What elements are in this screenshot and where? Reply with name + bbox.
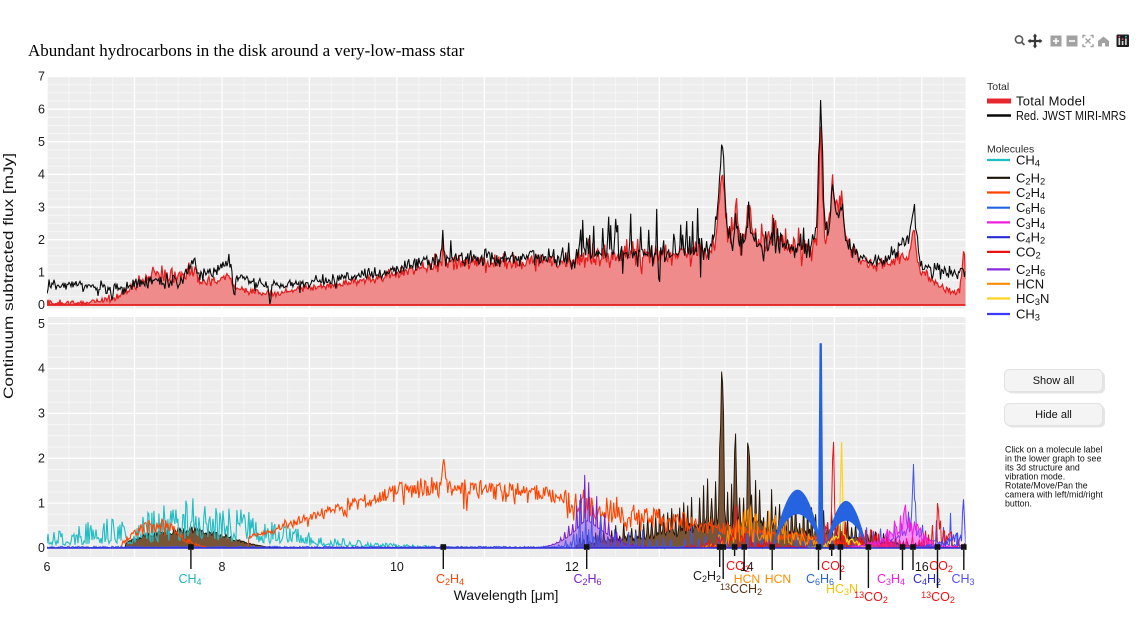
svg-text:14: 14 bbox=[740, 560, 754, 574]
svg-text:CO2: CO2 bbox=[1016, 244, 1041, 260]
svg-text:C2H2: C2H2 bbox=[1016, 170, 1045, 186]
svg-text:Hide all: Hide all bbox=[1035, 409, 1072, 421]
svg-text:HC3N: HC3N bbox=[1016, 291, 1049, 307]
svg-text:Wavelength [μm]: Wavelength [μm] bbox=[454, 587, 559, 603]
svg-text:0: 0 bbox=[38, 298, 45, 312]
svg-text:C4H2: C4H2 bbox=[913, 572, 941, 587]
svg-text:13CCH2: 13CCH2 bbox=[720, 582, 762, 598]
svg-text:Click on a molecule label: Click on a molecule label bbox=[1005, 445, 1102, 455]
svg-text:Total Model: Total Model bbox=[1016, 94, 1085, 109]
svg-text:in the lower graph to see: in the lower graph to see bbox=[1005, 454, 1101, 464]
svg-text:12: 12 bbox=[565, 560, 579, 574]
svg-text:16: 16 bbox=[915, 560, 929, 574]
svg-text:C2H4: C2H4 bbox=[1016, 185, 1045, 201]
svg-text:C6H6: C6H6 bbox=[806, 572, 834, 587]
svg-text:6: 6 bbox=[44, 560, 51, 574]
svg-text:Show all: Show all bbox=[1033, 375, 1075, 387]
svg-text:CO2: CO2 bbox=[821, 559, 845, 574]
svg-text:CH4: CH4 bbox=[178, 572, 201, 587]
svg-text:C2H4: C2H4 bbox=[436, 572, 464, 587]
svg-text:HC3N: HC3N bbox=[826, 582, 858, 597]
svg-text:CH3: CH3 bbox=[951, 572, 974, 587]
svg-text:1: 1 bbox=[38, 496, 45, 510]
svg-text:vibration mode.: vibration mode. bbox=[1005, 472, 1065, 482]
svg-text:7: 7 bbox=[38, 70, 45, 84]
svg-text:13CO2: 13CO2 bbox=[921, 590, 955, 606]
svg-text:CH4: CH4 bbox=[1016, 153, 1040, 169]
svg-text:Rotate/Move/Pan the: Rotate/Move/Pan the bbox=[1005, 481, 1088, 491]
svg-text:10: 10 bbox=[390, 560, 404, 574]
svg-text:C4H2: C4H2 bbox=[1016, 230, 1045, 246]
svg-text:0: 0 bbox=[38, 541, 45, 555]
svg-text:3: 3 bbox=[38, 200, 45, 214]
svg-text:2: 2 bbox=[38, 451, 45, 465]
svg-text:Red. JWST MIRI-MRS: Red. JWST MIRI-MRS bbox=[1016, 109, 1126, 123]
svg-text:Abundant hydrocarbons in the d: Abundant hydrocarbons in the disk around… bbox=[28, 41, 465, 60]
svg-text:C6H6: C6H6 bbox=[1016, 200, 1045, 216]
svg-text:button.: button. bbox=[1005, 499, 1032, 509]
svg-text:its 3d structure and: its 3d structure and bbox=[1005, 463, 1080, 473]
svg-text:5: 5 bbox=[38, 135, 45, 149]
svg-text:Total: Total bbox=[987, 81, 1009, 93]
svg-text:4: 4 bbox=[38, 362, 45, 376]
svg-text:5: 5 bbox=[38, 317, 45, 331]
svg-text:Continuum subtracted flux [mJy: Continuum subtracted flux [mJy] bbox=[0, 153, 16, 399]
svg-text:C3H4: C3H4 bbox=[1016, 215, 1045, 231]
svg-text:HCN: HCN bbox=[1016, 276, 1044, 291]
svg-text:CO2: CO2 bbox=[726, 559, 750, 574]
svg-text:2: 2 bbox=[38, 233, 45, 247]
svg-text:4: 4 bbox=[38, 168, 45, 182]
svg-text:C2H6: C2H6 bbox=[573, 572, 601, 587]
svg-text:6: 6 bbox=[38, 102, 45, 116]
svg-text:Molecules: Molecules bbox=[987, 144, 1034, 156]
svg-text:C3H4: C3H4 bbox=[877, 572, 905, 587]
svg-text:C2H2: C2H2 bbox=[693, 569, 721, 584]
svg-text:13CO2: 13CO2 bbox=[854, 590, 888, 606]
svg-text:8: 8 bbox=[219, 560, 226, 574]
svg-text:CH3: CH3 bbox=[1016, 307, 1040, 323]
svg-text:HCN: HCN bbox=[765, 572, 791, 586]
svg-text:C2H6: C2H6 bbox=[1016, 262, 1045, 278]
svg-text:CO2: CO2 bbox=[929, 559, 953, 574]
svg-text:1: 1 bbox=[38, 266, 45, 280]
svg-text:3: 3 bbox=[38, 407, 45, 421]
svg-text:camera with left/mid/right: camera with left/mid/right bbox=[1005, 490, 1103, 500]
svg-text:HCN: HCN bbox=[734, 572, 760, 586]
